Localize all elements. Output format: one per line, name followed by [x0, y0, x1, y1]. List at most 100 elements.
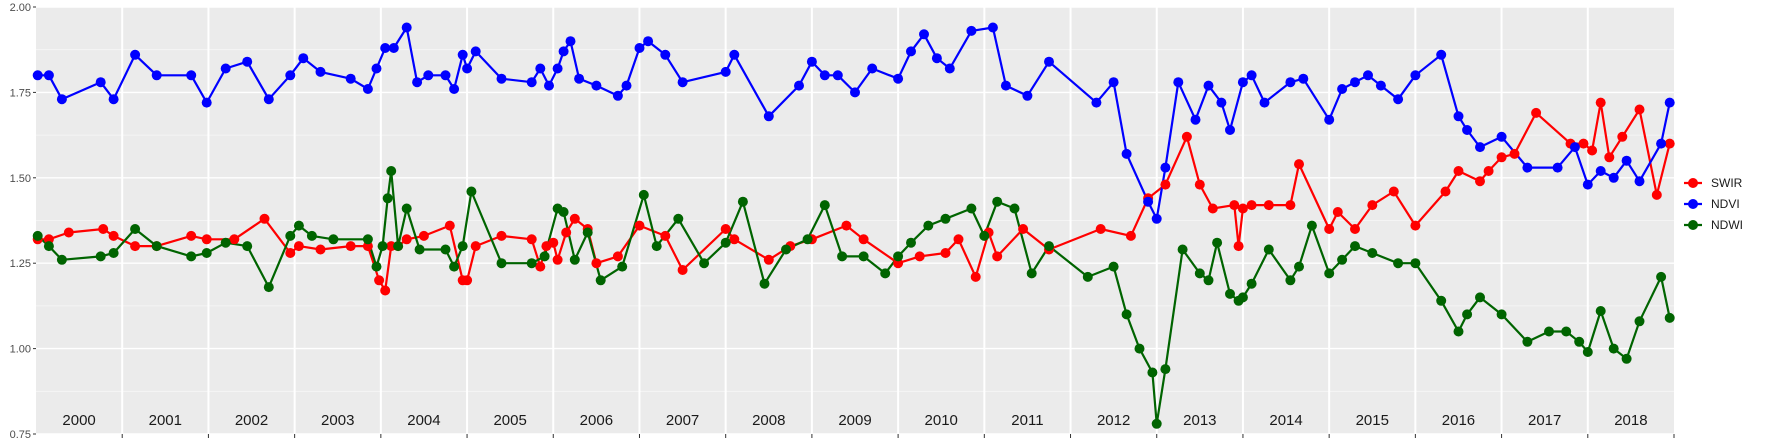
data-point-ndwi — [1294, 261, 1304, 272]
data-point-swir — [1285, 200, 1296, 211]
data-point-ndwi — [56, 254, 67, 265]
data-point-ndvi — [1656, 138, 1667, 149]
data-point-ndwi — [306, 230, 317, 241]
data-point-ndwi — [979, 230, 990, 241]
data-point-swir — [130, 241, 141, 252]
data-point-ndvi — [919, 29, 929, 40]
data-point-ndwi — [1496, 309, 1507, 320]
data-point-ndvi — [1634, 176, 1645, 187]
year-label: 2007 — [666, 412, 699, 429]
data-point-ndwi — [1462, 309, 1473, 320]
data-point-swir — [1294, 159, 1304, 170]
year-label: 2010 — [925, 412, 958, 429]
data-point-ndvi — [1108, 77, 1119, 88]
data-point-ndvi — [1595, 166, 1606, 176]
data-point-ndvi — [412, 77, 423, 88]
data-point-swir — [1160, 179, 1171, 190]
data-point-swir — [1475, 176, 1485, 187]
data-point-swir — [1263, 200, 1274, 211]
series-line-ndvi — [37, 26, 1671, 220]
data-point-swir — [345, 241, 356, 252]
data-point-ndvi — [32, 70, 43, 81]
year-label: 2008 — [752, 412, 785, 429]
legend: SWIR NDVI NDWI — [1684, 176, 1743, 232]
data-point-ndwi — [880, 268, 891, 279]
data-point-ndvi — [56, 94, 67, 105]
data-point-swir — [591, 258, 602, 269]
minor-gridlines — [36, 49, 1674, 392]
data-point-ndwi — [720, 237, 731, 248]
data-point-swir — [98, 224, 109, 234]
data-point-ndvi — [794, 80, 804, 91]
data-point-ndwi — [32, 230, 43, 241]
data-point-swir — [1617, 131, 1628, 142]
data-point-swir — [201, 234, 212, 245]
data-point-ndvi — [677, 77, 688, 88]
data-point-ndvi — [242, 56, 253, 67]
data-point-ndvi — [470, 46, 481, 57]
data-point-swir — [1410, 220, 1421, 231]
data-point-swir — [418, 230, 429, 241]
data-point-ndvi — [850, 87, 860, 98]
data-point-swir — [841, 220, 852, 231]
data-point-ndvi — [634, 43, 645, 53]
data-point-swir — [548, 237, 559, 248]
data-point-ndvi — [1337, 84, 1348, 94]
data-point-swir — [1664, 138, 1675, 149]
data-point-swir — [186, 230, 197, 241]
data-point-ndwi — [582, 227, 593, 238]
data-point-swir — [914, 251, 925, 262]
data-point-ndwi — [1285, 275, 1296, 286]
data-point-ndvi — [819, 70, 830, 81]
data-point-ndwi — [1634, 316, 1645, 327]
data-point-swir — [858, 234, 869, 245]
legend-key-point — [1688, 220, 1698, 230]
data-point-ndwi — [401, 203, 412, 214]
data-point-ndwi — [440, 244, 451, 255]
data-point-ndwi — [414, 244, 425, 255]
y-axis: 0.75 1.00 1.25 1.50 1.75 2.00 — [10, 2, 36, 441]
data-point-ndvi — [1190, 114, 1201, 125]
data-point-ndwi — [393, 241, 404, 252]
data-point-ndvi — [423, 70, 434, 81]
data-point-swir — [1237, 203, 1248, 214]
year-label: 2003 — [321, 412, 354, 429]
data-point-ndvi — [315, 66, 326, 77]
data-point-ndwi — [759, 278, 770, 289]
data-point-ndvi — [1350, 77, 1360, 88]
data-point-swir — [315, 244, 326, 255]
year-label: 2002 — [235, 412, 268, 429]
data-point-ndvi — [1436, 49, 1447, 60]
data-point-ndvi — [43, 70, 54, 81]
data-point-ndwi — [1608, 343, 1619, 354]
data-point-ndwi — [595, 275, 606, 286]
data-point-swir — [1367, 200, 1378, 211]
data-point-swir — [1018, 224, 1029, 234]
data-point-swir — [1181, 131, 1192, 142]
data-point-swir — [526, 234, 537, 245]
data-point-ndvi — [1121, 148, 1132, 159]
data-point-ndwi — [966, 203, 977, 214]
data-point-ndwi — [285, 230, 296, 241]
data-point-ndvi — [1160, 162, 1171, 173]
data-point-ndvi — [558, 46, 569, 57]
data-point-swir — [552, 254, 563, 265]
data-point-ndvi — [449, 84, 460, 94]
data-point-ndwi — [1561, 326, 1572, 337]
series-points — [32, 22, 1675, 429]
data-point-ndwi — [1160, 364, 1171, 375]
data-point-ndwi — [1453, 326, 1464, 337]
data-point-ndwi — [1246, 278, 1257, 289]
data-point-ndwi — [781, 244, 791, 255]
data-point-ndwi — [819, 200, 830, 211]
data-point-ndvi — [1298, 73, 1309, 84]
data-point-swir — [1483, 166, 1494, 176]
year-label: 2011 — [1011, 412, 1043, 429]
data-point-swir — [992, 251, 1003, 262]
data-point-swir — [496, 230, 507, 241]
data-point-swir — [259, 213, 270, 224]
data-point-ndwi — [1225, 288, 1235, 299]
data-point-ndvi — [612, 90, 623, 101]
data-point-ndvi — [1475, 142, 1485, 153]
data-point-ndwi — [371, 261, 382, 272]
